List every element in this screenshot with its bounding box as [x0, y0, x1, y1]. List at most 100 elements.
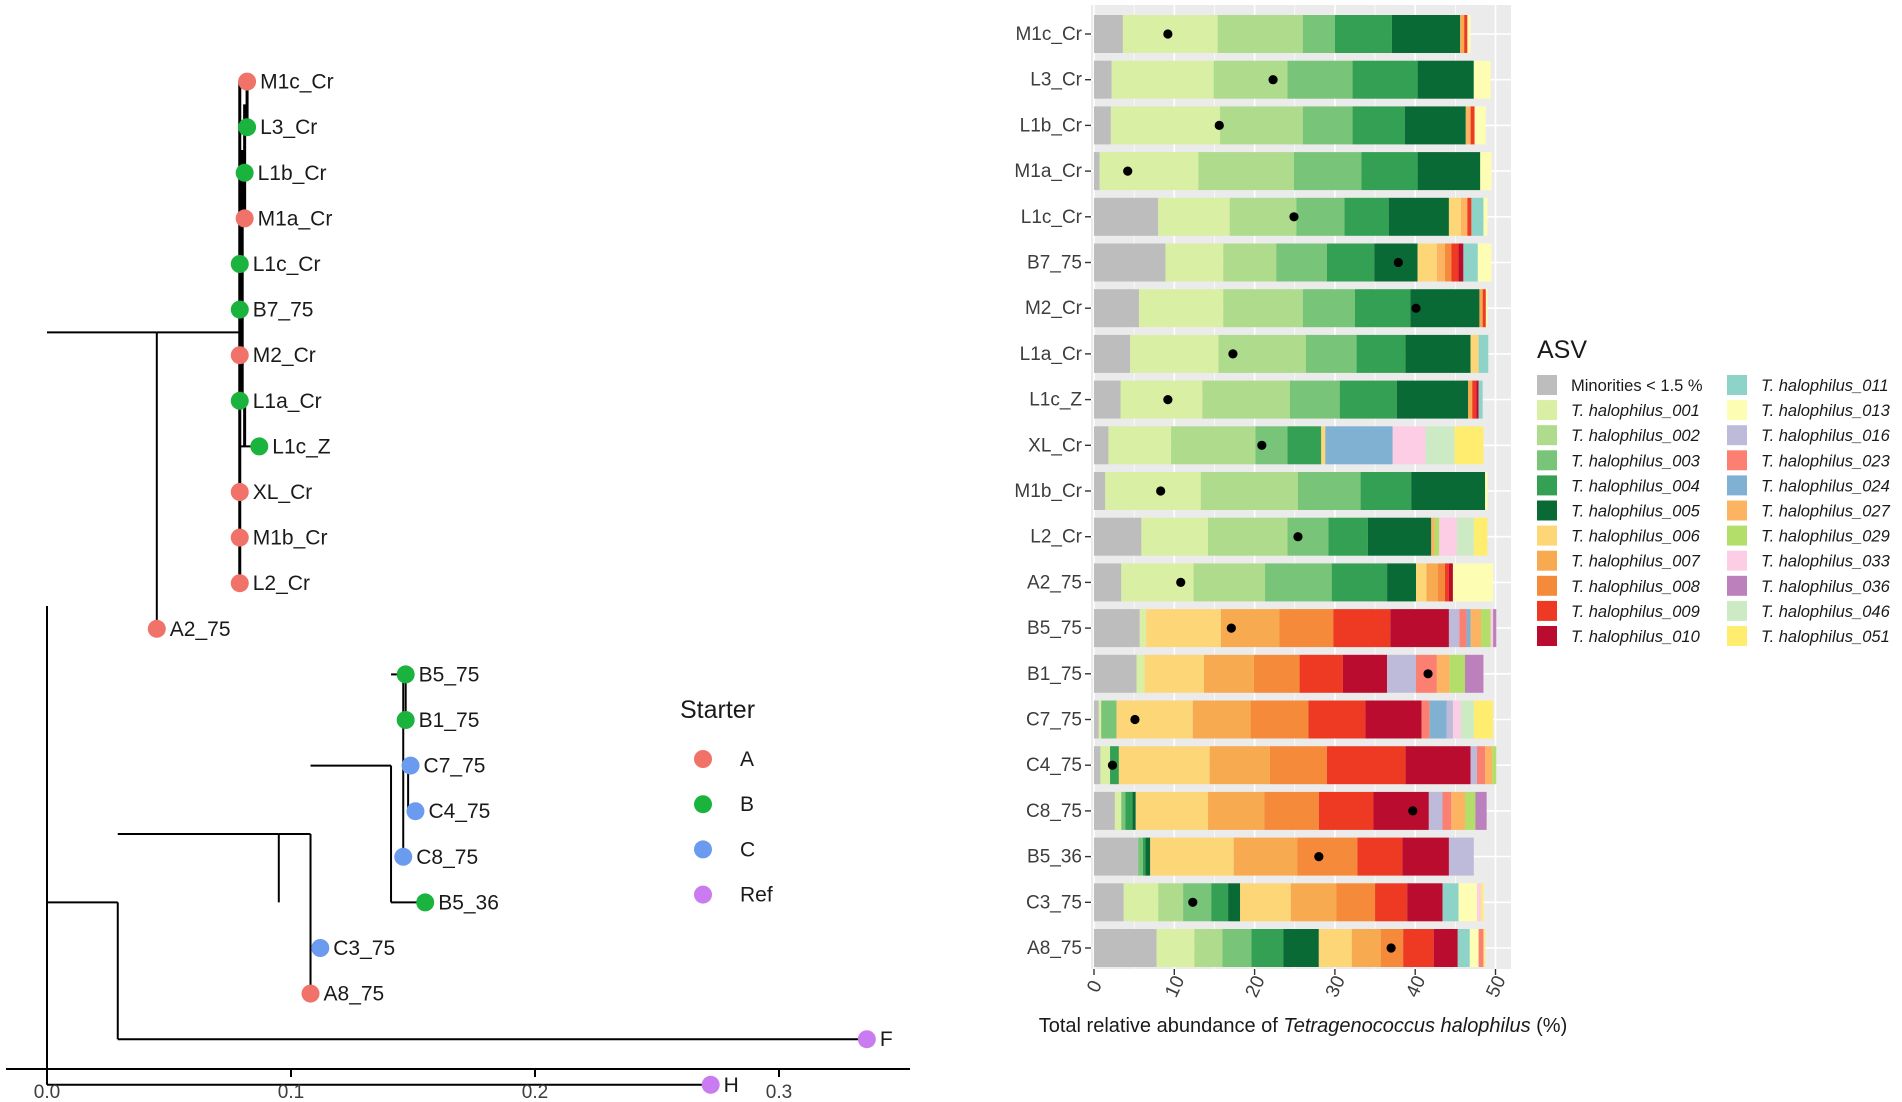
bar-segment-001	[1110, 106, 1221, 145]
asv-legend-label: T. halophilus_027	[1761, 503, 1891, 521]
tip-node-M1a_Cr	[235, 209, 254, 228]
bar-segment-006	[1144, 654, 1205, 693]
starter-legend-key-C	[694, 840, 712, 859]
bar-L1c_Cr	[1094, 197, 1488, 236]
bar-segment-Minorities < 1.5 %	[1094, 791, 1115, 830]
asv-legend-label: T. halophilus_046	[1761, 603, 1891, 621]
tip-label: M2_Cr	[253, 344, 316, 367]
bar-segment-008	[1336, 883, 1376, 922]
bar-segment-004	[1354, 289, 1411, 328]
bar-segment-027	[1436, 243, 1445, 282]
x-tick-label: 20	[1242, 973, 1270, 1001]
asv-legend-key-005	[1537, 500, 1557, 521]
bar-segment-008	[1253, 654, 1300, 693]
bar-segment-Minorities < 1.5 %	[1094, 654, 1137, 693]
y-tick-label: L1c_Cr	[1021, 207, 1083, 228]
bar-segment-007	[1290, 883, 1337, 922]
tip-label: L3_Cr	[260, 116, 317, 139]
y-tick-label: C8_75	[1026, 801, 1082, 822]
bar-segment-002	[1158, 883, 1184, 922]
bar-segment-005	[1145, 837, 1151, 876]
bar-segment-004	[1287, 426, 1322, 465]
abundance-dot	[1214, 120, 1224, 130]
asv-legend-key-003	[1537, 450, 1557, 471]
bar-segment-007	[1204, 654, 1254, 693]
y-tick-label: M1a_Cr	[1014, 161, 1082, 182]
tip-node-H	[701, 1075, 720, 1094]
tip-label: XL_Cr	[253, 481, 313, 504]
bar-segment-024	[1325, 426, 1393, 465]
bar-L3_Cr	[1094, 60, 1491, 99]
bar-segment-001	[1123, 883, 1159, 922]
bar-segment-004	[1352, 60, 1418, 99]
bar-segment-Minorities < 1.5 %	[1094, 837, 1139, 876]
bar-segment-027	[1470, 609, 1482, 648]
tip-node-C8_75	[394, 847, 413, 866]
y-tick-label: L1c_Z	[1029, 390, 1082, 411]
tip-label: L1a_Cr	[253, 390, 322, 413]
x-tick-label: 0	[1083, 977, 1107, 995]
asv-legend-key-011	[1727, 375, 1747, 395]
bar-segment-051	[1483, 929, 1486, 967]
bar-y-axis: M1c_Cr L3_Cr L1b_Cr M1a_Cr L1c_Cr B7_75 M2_Cr L…	[1014, 24, 1091, 959]
y-tick-label: C7_75	[1026, 710, 1082, 731]
bar-segment-005	[1132, 791, 1136, 830]
bar-segment-010	[1407, 883, 1443, 922]
y-tick-label: L3_Cr	[1030, 70, 1082, 91]
asv-legend-label: T. halophilus_001	[1571, 402, 1700, 420]
bar-segment-003	[1265, 563, 1332, 602]
bar-segment-005	[1410, 289, 1480, 328]
bar-segment-003	[1222, 929, 1252, 967]
bar-segment-004	[1344, 197, 1389, 236]
bar-segment-009	[1403, 929, 1434, 967]
bar-segment-027	[1485, 746, 1493, 785]
bar-segment-003	[1297, 472, 1361, 510]
y-tick-label: L1b_Cr	[1020, 115, 1083, 136]
bar-segment-010	[1402, 837, 1449, 876]
bar-segment-027	[1451, 791, 1465, 830]
tree-tick-label: 0.1	[278, 1082, 304, 1102]
asv-legend-label: T. halophilus_010	[1571, 628, 1701, 646]
bar-segment-Minorities < 1.5 %	[1094, 380, 1121, 419]
abundance-dot	[1163, 29, 1173, 39]
bar-B1_75	[1094, 654, 1484, 693]
asv-legend-label: T. halophilus_003	[1571, 452, 1701, 470]
bar-segment-013	[1485, 289, 1488, 328]
bar-segment-008	[1264, 791, 1319, 830]
asv-legend-label: T. halophilus_036	[1761, 578, 1891, 596]
bar-segment-002	[1171, 426, 1256, 465]
bar-segment-003	[1296, 197, 1345, 236]
bar-segment-005	[1405, 334, 1471, 373]
asv-legend-label: T. halophilus_029	[1761, 528, 1890, 546]
bar-segment-003	[1276, 243, 1327, 282]
tip-node-B5_75	[396, 665, 415, 684]
y-tick-label: B7_75	[1027, 253, 1082, 274]
asv-legend-key-033	[1727, 550, 1747, 571]
bar-A8_75	[1094, 929, 1486, 967]
bar-segment-009	[1464, 15, 1468, 53]
bar-segment-013	[1458, 883, 1478, 922]
bar-segment-004	[1339, 380, 1397, 419]
bar-segment-011	[1478, 380, 1483, 419]
bar-segment-036	[1493, 609, 1497, 648]
bar-segment-002	[1217, 15, 1303, 53]
tip-label: B1_75	[419, 709, 480, 732]
abundance-dot	[1176, 577, 1186, 588]
tip-node-F	[857, 1030, 876, 1049]
tip-node-M1b_Cr	[230, 528, 249, 547]
bar-segment-013	[1452, 563, 1494, 602]
asv-legend-key-051	[1727, 626, 1747, 646]
tree-branches	[46, 81, 867, 1086]
bar-segment-007	[1233, 837, 1298, 876]
bar-segment-007	[1468, 380, 1473, 419]
abundance-dot	[1130, 714, 1140, 725]
tip-label: C8_75	[416, 846, 478, 869]
bar-segment-004	[1352, 106, 1405, 145]
bar-segment-009	[1472, 380, 1477, 419]
bar-L1c_Z	[1094, 380, 1483, 419]
bar-segment-001	[1141, 517, 1209, 556]
bar-segment-Minorities < 1.5 %	[1094, 929, 1157, 967]
tip-node-XL_Cr	[230, 483, 249, 501]
bar-segment-006	[1135, 791, 1209, 830]
tip-label: L1b_Cr	[258, 162, 327, 185]
